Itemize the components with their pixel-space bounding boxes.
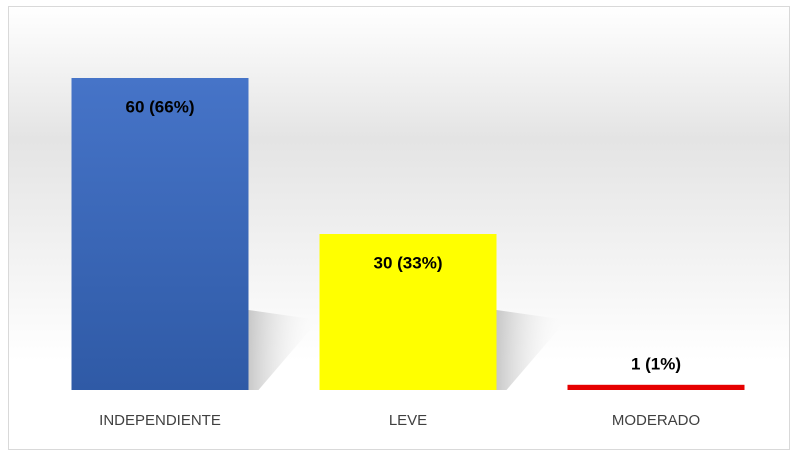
x-tick-label: LEVE bbox=[389, 412, 427, 429]
bar bbox=[71, 78, 249, 390]
bar bbox=[567, 384, 745, 390]
value-label: 60 (66%) bbox=[126, 97, 195, 116]
value-label: 1 (1%) bbox=[631, 354, 681, 373]
bar bbox=[319, 234, 497, 390]
x-tick-label: MODERADO bbox=[612, 412, 700, 429]
bar-shadow bbox=[496, 310, 567, 390]
x-tick-label: INDEPENDIENTE bbox=[99, 412, 221, 429]
value-label: 30 (33%) bbox=[374, 253, 443, 272]
bar-shadow bbox=[248, 310, 319, 390]
